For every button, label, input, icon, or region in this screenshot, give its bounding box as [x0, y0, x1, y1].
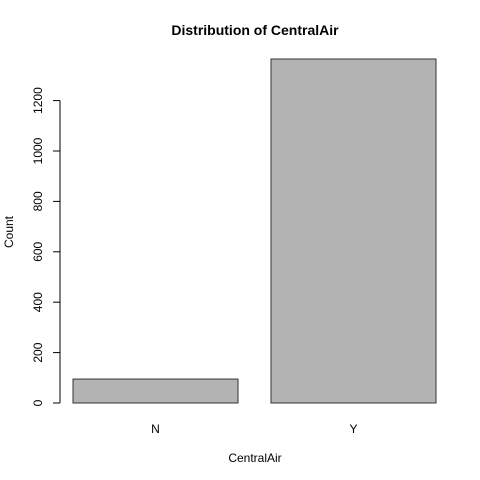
bar-Y [270, 58, 437, 404]
plot-area [72, 58, 437, 404]
y-tick-label: 600 [31, 241, 45, 261]
bar-N [72, 378, 239, 404]
y-tick-label: 0 [31, 399, 45, 406]
x-tick-label-Y: Y [349, 422, 357, 436]
y-tick-label: 1000 [31, 137, 45, 164]
x-axis-label: CentralAir [228, 451, 281, 465]
y-axis-label: Count [2, 215, 16, 248]
x-tick-label-N: N [151, 422, 160, 436]
y-tick-label: 400 [31, 292, 45, 312]
chart-title: Distribution of CentralAir [171, 22, 339, 38]
y-axis: 0 200 400 600 800 1000 1200 [31, 87, 61, 406]
y-tick-label: 200 [31, 342, 45, 362]
y-tick-label: 800 [31, 191, 45, 211]
y-tick-label: 1200 [31, 87, 45, 114]
